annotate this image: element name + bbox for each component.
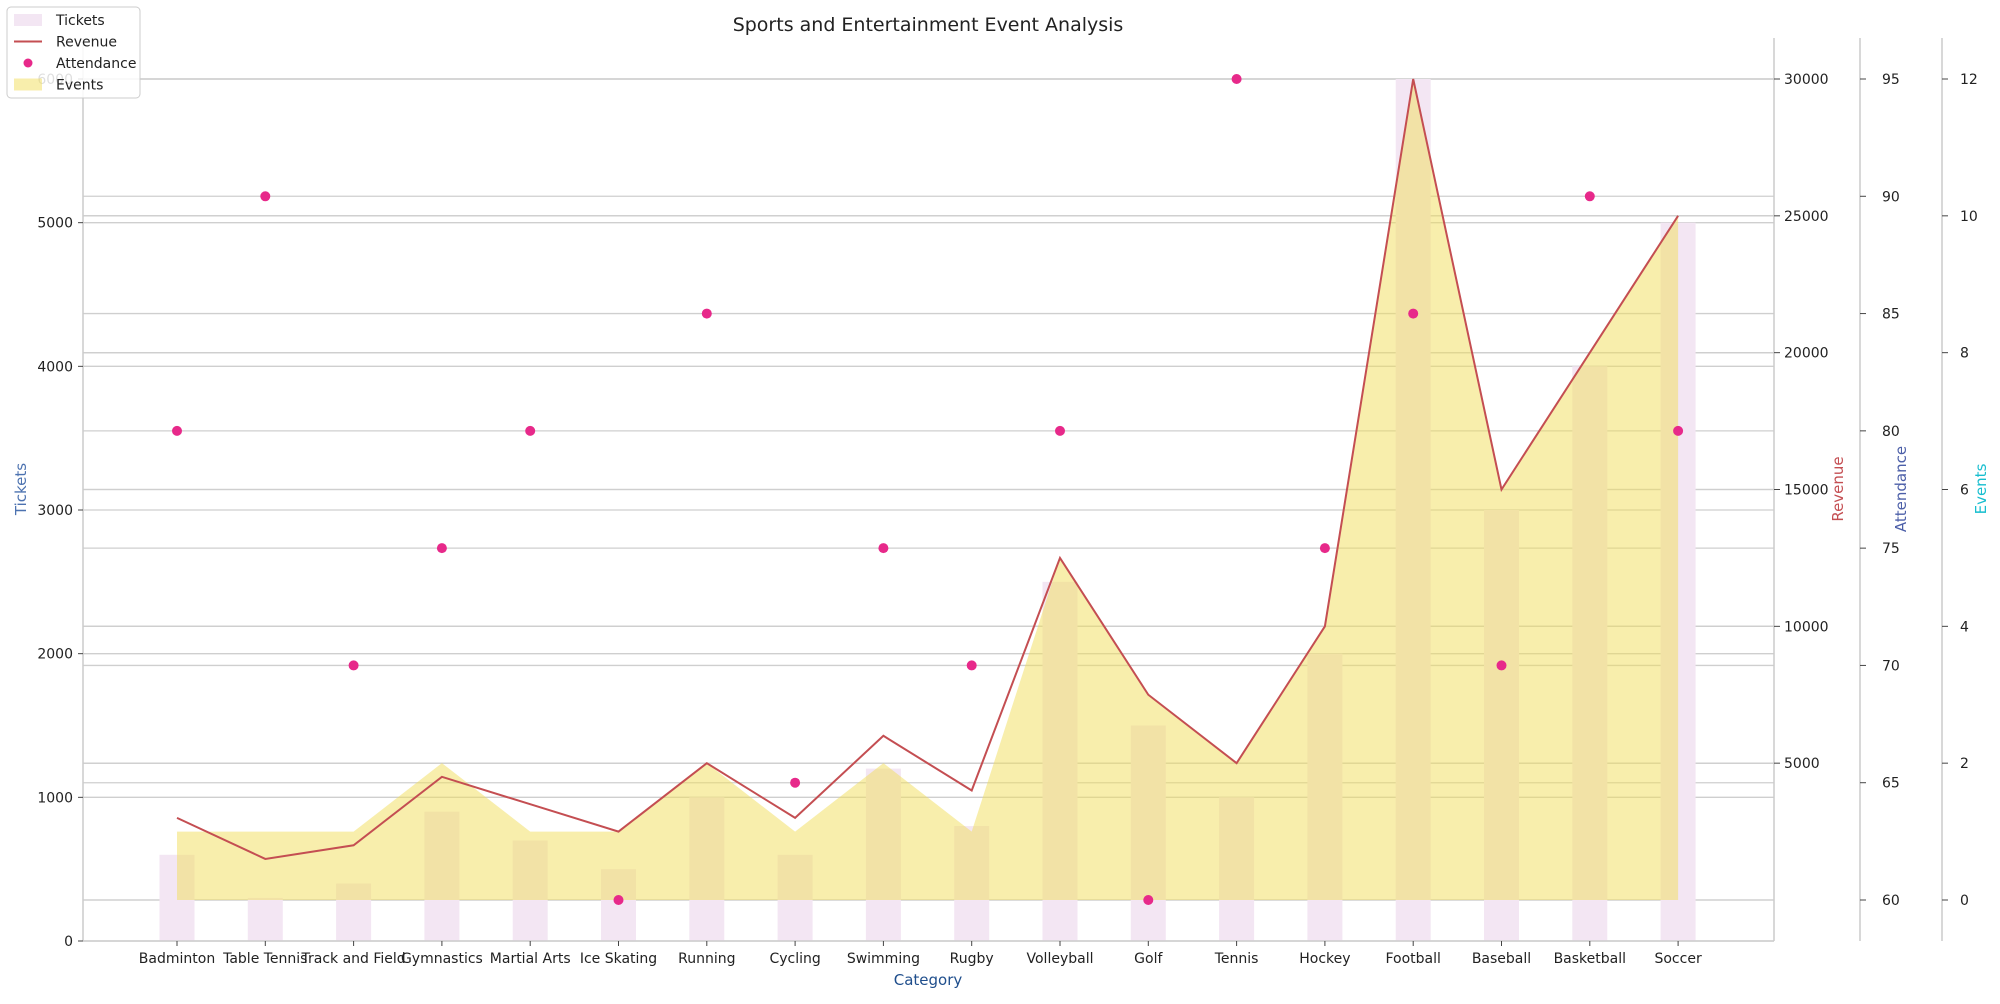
events-tick-label: 8 — [1960, 346, 1969, 362]
attendance-point — [1408, 308, 1419, 319]
attendance-point — [878, 543, 889, 554]
tickets-tick-label: 0 — [64, 934, 73, 950]
attendance-tick-label: 90 — [1882, 189, 1900, 205]
attendance-tick-label: 85 — [1882, 307, 1900, 323]
x-tick-label: Volleyball — [1027, 951, 1094, 967]
attendance-point — [172, 425, 182, 436]
x-tick-label: Football — [1385, 951, 1440, 967]
events-tick-label: 12 — [1960, 72, 1978, 88]
revenue-line — [176, 78, 1679, 860]
tickets-bar — [247, 897, 283, 941]
attendance-tick-label: 65 — [1882, 776, 1900, 792]
attendance-tick-label: 95 — [1882, 72, 1900, 88]
x-tick-label: Ice Skating — [580, 951, 657, 967]
revenue-line-path — [176, 78, 1679, 860]
x-tick-label: Cycling — [769, 951, 820, 967]
revenue-tick-label: 10000 — [1784, 619, 1829, 635]
attendance-point — [1496, 660, 1507, 671]
legend-label: Tickets — [55, 13, 105, 29]
attendance-tick-label: 80 — [1882, 424, 1900, 440]
tickets-axis-label: Tickets — [12, 463, 30, 516]
legend-swatch-bar — [14, 14, 42, 26]
attendance-point — [1231, 74, 1242, 84]
x-tick-label: Rugby — [950, 951, 994, 967]
attendance-point — [436, 543, 447, 554]
attendance-point — [348, 660, 359, 671]
x-tick-label: Running — [678, 951, 735, 967]
events-area-fill — [177, 79, 1679, 900]
attendance-point — [1673, 425, 1684, 436]
attendance-tick-label: 60 — [1882, 893, 1900, 909]
x-tick-label: Soccer — [1654, 951, 1701, 967]
x-tick-label: Tennis — [1214, 951, 1259, 967]
events-area — [177, 79, 1679, 900]
attendance-point — [1055, 425, 1065, 436]
x-tick-label: Track and Field — [301, 951, 406, 967]
attendance-point — [1143, 895, 1154, 905]
attendance-point — [966, 660, 977, 671]
legend-label: Attendance — [56, 56, 136, 72]
attendance-point — [613, 895, 624, 905]
tickets-tick-label: 3000 — [37, 503, 73, 519]
x-tick-label: Table Tennis — [222, 951, 307, 967]
legend-label: Events — [56, 78, 103, 94]
legend-box — [6, 6, 141, 99]
revenue-tick-label: 30000 — [1784, 72, 1829, 88]
x-tick-label: Gymnastics — [401, 951, 483, 967]
attendance-points — [172, 74, 1684, 905]
legend: Tickets Revenue Attendance Events — [6, 6, 141, 99]
legend-label: Revenue — [56, 35, 117, 51]
tickets-tick-label: 2000 — [37, 647, 73, 663]
attendance-tick-label: 75 — [1882, 541, 1900, 557]
revenue-tick-label: 25000 — [1784, 209, 1829, 225]
x-tick-label: Baseball — [1472, 951, 1531, 967]
attendance-point — [1319, 543, 1330, 554]
tickets-tick-label: 4000 — [37, 359, 73, 375]
x-axis-label: Category — [894, 971, 963, 989]
legend-swatch-point — [23, 58, 33, 68]
attendance-point — [790, 777, 801, 788]
attendance-point — [260, 191, 271, 202]
chart-title: Sports and Entertainment Event Analysis — [733, 14, 1124, 36]
events-tick-label: 2 — [1960, 756, 1969, 772]
events-tick-label: 6 — [1960, 483, 1969, 499]
tickets-tick-label: 5000 — [37, 216, 73, 232]
revenue-tick-label: 5000 — [1784, 756, 1820, 772]
revenue-axis-label: Revenue — [1829, 456, 1847, 521]
attendance-tick-label: 70 — [1882, 658, 1900, 674]
x-tick-label: Golf — [1134, 951, 1163, 967]
axes: 0100020003000400050006000Tickets50001000… — [12, 38, 1990, 967]
attendance-axis-label: Attendance — [1892, 446, 1910, 532]
tickets-tick-label: 1000 — [37, 790, 73, 806]
revenue-tick-label: 15000 — [1784, 483, 1829, 499]
x-tick-label: Martial Arts — [490, 951, 571, 967]
x-tick-label: Swimming — [847, 951, 920, 967]
events-tick-label: 10 — [1960, 209, 1978, 225]
x-tick-label: Hockey — [1299, 951, 1350, 967]
revenue-tick-label: 20000 — [1784, 346, 1829, 362]
attendance-point — [1584, 191, 1595, 202]
attendance-point — [701, 308, 712, 319]
x-tick-label: Basketball — [1554, 951, 1626, 967]
x-tick-label: Badminton — [139, 951, 215, 967]
events-axis-label: Events — [1972, 463, 1990, 514]
attendance-point — [525, 425, 536, 436]
events-tick-label: 4 — [1960, 619, 1969, 635]
legend-swatch-area — [14, 78, 42, 91]
events-tick-label: 0 — [1960, 893, 1969, 909]
